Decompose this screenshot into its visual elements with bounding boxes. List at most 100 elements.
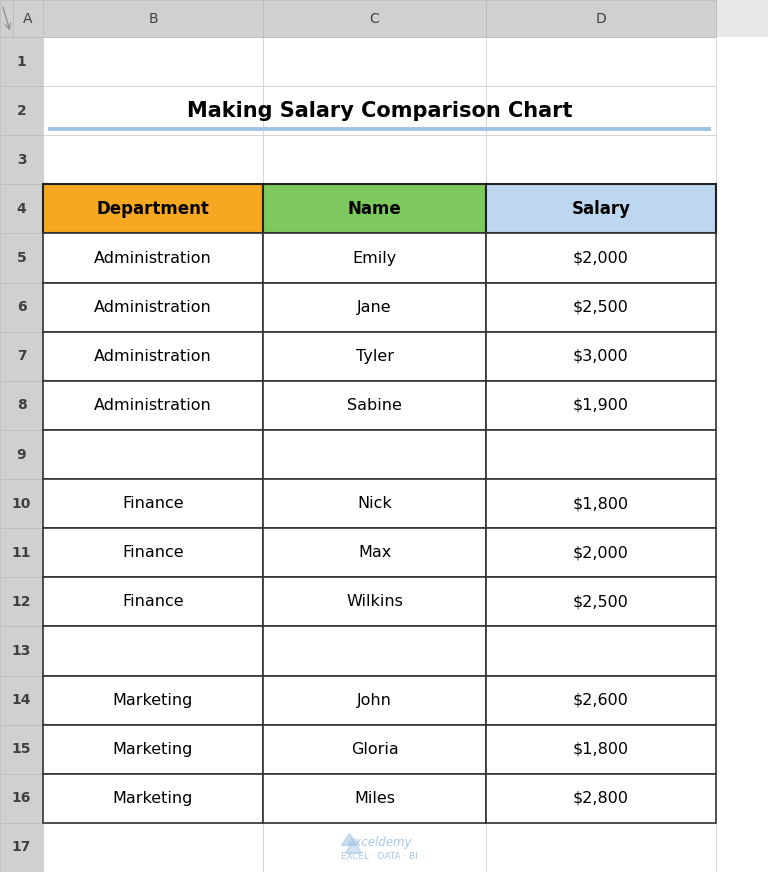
Text: $2,500: $2,500 [573, 300, 629, 315]
Bar [0, 577, 43, 626]
Text: Making Salary Comparison Chart: Making Salary Comparison Chart [187, 100, 572, 120]
Bar [43, 86, 263, 135]
Bar [486, 430, 716, 479]
Bar [0, 528, 43, 577]
Bar [263, 37, 486, 86]
Bar [0, 0, 13, 37]
Bar [0, 773, 43, 823]
Bar [43, 773, 263, 823]
Bar [263, 823, 486, 872]
Bar [43, 430, 263, 479]
Text: $2,000: $2,000 [573, 545, 629, 560]
Bar [486, 528, 716, 577]
Bar [263, 773, 486, 823]
Bar [486, 283, 716, 331]
Text: 6: 6 [17, 300, 26, 314]
Bar [43, 331, 263, 381]
Bar [263, 331, 486, 381]
Bar [486, 37, 716, 86]
Bar [263, 676, 486, 725]
Bar [43, 381, 263, 430]
Bar [263, 283, 486, 331]
Text: Administration: Administration [94, 250, 212, 266]
Bar [263, 626, 486, 676]
Bar [263, 430, 486, 479]
Text: 1: 1 [17, 55, 26, 69]
Bar [43, 577, 263, 626]
Text: Gloria: Gloria [351, 742, 399, 757]
Bar [43, 0, 263, 37]
Bar [486, 676, 716, 725]
Bar [486, 0, 716, 37]
Bar [486, 823, 716, 872]
Text: B: B [148, 11, 157, 25]
Text: exceldemy: exceldemy [347, 836, 412, 849]
Bar [263, 528, 486, 577]
Text: Name: Name [348, 200, 402, 218]
Bar [486, 234, 716, 283]
Bar [0, 725, 43, 773]
Bar [486, 528, 716, 577]
Text: Max: Max [358, 545, 391, 560]
Bar [43, 528, 263, 577]
Bar [486, 479, 716, 528]
Bar [43, 381, 263, 430]
Bar [263, 234, 486, 283]
Bar [263, 528, 486, 577]
Text: 9: 9 [17, 447, 26, 461]
Bar [43, 430, 263, 479]
Bar [43, 528, 263, 577]
Bar [0, 135, 43, 184]
Bar [43, 725, 263, 773]
Bar [0, 626, 43, 676]
Text: John: John [357, 692, 392, 707]
Text: Tyler: Tyler [356, 349, 393, 364]
Bar [0, 0, 768, 37]
Text: 2: 2 [17, 104, 26, 118]
Text: Administration: Administration [94, 398, 212, 412]
Bar [263, 725, 486, 773]
Text: 13: 13 [12, 644, 31, 658]
Bar [263, 773, 486, 823]
Bar [486, 773, 716, 823]
Text: $3,000: $3,000 [573, 349, 629, 364]
Text: Finance: Finance [122, 496, 184, 511]
Bar [263, 283, 486, 331]
Bar [43, 626, 263, 676]
Bar [43, 283, 263, 331]
Bar [43, 676, 263, 725]
Bar [486, 331, 716, 381]
Bar [486, 577, 716, 626]
Text: $1,900: $1,900 [573, 398, 629, 412]
Text: 5: 5 [17, 251, 26, 265]
Bar [486, 234, 716, 283]
Text: $1,800: $1,800 [573, 742, 629, 757]
Text: Department: Department [97, 200, 210, 218]
Bar [486, 86, 716, 135]
Text: Marketing: Marketing [113, 692, 194, 707]
Text: 11: 11 [12, 546, 31, 560]
Text: D: D [596, 11, 607, 25]
Text: 14: 14 [12, 693, 31, 707]
Text: EXCEL · DATA · BI: EXCEL · DATA · BI [341, 852, 418, 861]
Text: $2,800: $2,800 [573, 791, 629, 806]
Bar [0, 823, 43, 872]
Bar [43, 184, 263, 234]
Bar [43, 479, 263, 528]
Text: 4: 4 [17, 202, 26, 216]
Text: 10: 10 [12, 497, 31, 511]
Bar [13, 0, 43, 37]
Text: A: A [23, 11, 33, 25]
Bar [263, 86, 486, 135]
Bar [43, 676, 263, 725]
Polygon shape [342, 834, 357, 846]
Text: $2,600: $2,600 [573, 692, 629, 707]
Text: Salary: Salary [571, 200, 631, 218]
Bar [263, 479, 486, 528]
Text: $2,000: $2,000 [573, 250, 629, 266]
Bar [263, 676, 486, 725]
Bar [263, 479, 486, 528]
Bar [263, 184, 486, 234]
Text: Finance: Finance [122, 545, 184, 560]
Text: 3: 3 [17, 153, 26, 167]
